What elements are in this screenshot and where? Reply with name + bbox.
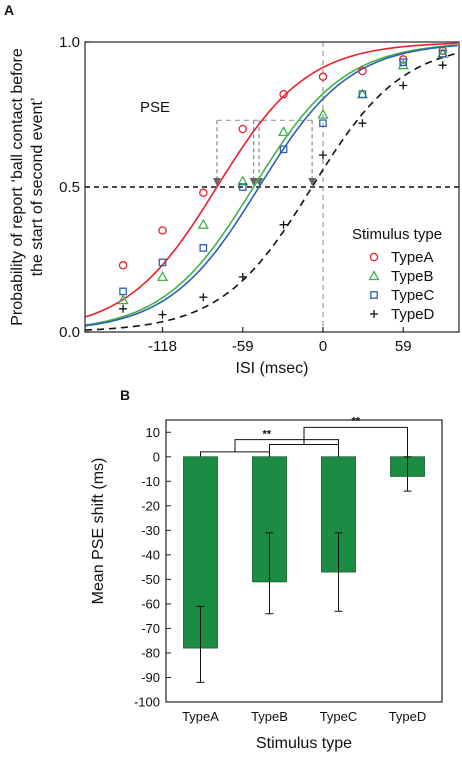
point-typeb-7 (397, 59, 409, 70)
point-typea-4 (279, 89, 288, 99)
x-tick-label-b-typea: TypeA (182, 709, 219, 724)
point-typed-4 (279, 220, 288, 229)
y-tick-label-b-1: 0 (153, 449, 160, 464)
legend-marker-typea (369, 252, 379, 262)
y-tick-label-b-8: -70 (141, 621, 160, 636)
panel-b-x-axis-title: Stimulus type (256, 735, 352, 752)
y-tick-label-b-11: -100 (134, 695, 160, 710)
y-tick-label-b-7: -60 (141, 596, 160, 611)
y-tick-label-b-9: -80 (141, 645, 160, 660)
bracket-main-1 (303, 426, 408, 457)
panel-a-y-axis-title-line1: Probability of report ‘ball contact befo… (9, 48, 26, 326)
y-tick-label-a-1: 0.5 (59, 179, 80, 196)
point-typed-2 (199, 293, 208, 302)
point-typeb-4 (277, 126, 290, 137)
pse-arrowhead-typea (212, 178, 221, 186)
pse-arrowhead-typed (308, 178, 317, 186)
x-tick-label-b-typed: TypeD (389, 709, 427, 724)
panel-b-error-bars (196, 456, 412, 683)
panel-a-pse-annotation (212, 119, 317, 186)
legend-label-typea: TypeA (391, 249, 434, 266)
point-typea-5 (318, 72, 328, 82)
point-typec-2 (199, 244, 208, 252)
x-tick-label-a-3: 59 (395, 338, 412, 355)
x-tick-label-a-1: -59 (232, 338, 254, 355)
x-tick-label-b-typeb: TypeB (251, 709, 288, 724)
fit-curve-typea (84, 42, 458, 318)
x-tick-label-a-0: -118 (148, 338, 177, 355)
point-typed-5 (319, 151, 327, 160)
panel-b-axis-ticks: 10 0 -10 -20 -30 -40 -50 -60 -70 -80 -90 -100 TypeA T… (134, 425, 426, 724)
y-tick-label-b-5: -40 (141, 547, 160, 562)
y-tick-label-b-3: -20 (141, 498, 160, 513)
x-tick-label-a-2: 0 (319, 338, 327, 355)
panel-a-x-axis-title: ISI (msec) (236, 360, 309, 377)
bracket-sub-1 (269, 444, 339, 457)
point-typed-7 (399, 81, 408, 90)
significance-label-0: ** (262, 429, 271, 441)
legend-label-typec: TypeC (391, 287, 435, 304)
significance-label-1: ** (351, 415, 360, 427)
legend-marker-typec (370, 291, 378, 299)
panel-b-bars (183, 456, 425, 649)
y-tick-label-a-0: 0.0 (59, 324, 80, 341)
legend-label-typeb: TypeB (391, 268, 434, 285)
point-typea-2 (199, 188, 208, 198)
point-typea-1 (158, 226, 167, 235)
panel-a-y-axis-title: Probability of report ‘ball contact befo… (9, 48, 46, 326)
panel-b-label: B (120, 387, 130, 403)
bracket-sub-0 (200, 451, 270, 457)
point-typed-6 (358, 119, 367, 128)
y-tick-label-a-2: 1.0 (59, 34, 80, 51)
point-typea-3 (238, 124, 248, 134)
point-typec-8 (438, 49, 447, 58)
panel-a-data-points (117, 46, 449, 319)
panel-a-legend: Stimulus type TypeA TypeB TypeC TypeD (352, 226, 442, 323)
panel-b-y-axis-title: Mean PSE shift (ms) (90, 458, 107, 605)
point-typeb-2 (197, 218, 209, 229)
panel-a-axis-ticks: -118 -59 0 59 0.0 0.5 1.0 (59, 34, 411, 355)
point-typeb-1 (156, 271, 169, 282)
point-typec-3 (238, 183, 247, 191)
bracket-main-0 (234, 439, 339, 457)
y-tick-label-b-4: -30 (141, 523, 160, 538)
panel-a-reference-lines (85, 42, 459, 332)
pse-arrowhead-typeb (249, 178, 258, 186)
panel-a-label: A (4, 2, 14, 18)
legend-marker-typed (370, 310, 378, 318)
point-typec-1 (158, 258, 167, 267)
point-typec-6 (358, 90, 367, 99)
point-typed-1 (158, 310, 167, 319)
legend-title: Stimulus type (352, 226, 442, 243)
point-typeb-3 (237, 175, 249, 186)
pse-arrowhead-typec (255, 178, 264, 186)
point-typeb-5 (317, 108, 329, 119)
point-typec-4 (279, 145, 288, 154)
point-typec-0 (119, 287, 127, 296)
point-typed-3 (238, 272, 247, 281)
x-tick-label-b-typec: TypeC (320, 709, 358, 724)
y-tick-label-b-6: -50 (141, 572, 160, 587)
panel-a-pse-label: PSE (140, 99, 170, 116)
fit-curve-typed (84, 52, 458, 331)
legend-label-typed: TypeD (391, 306, 435, 323)
y-tick-label-b-0: 10 (146, 425, 160, 440)
panel-a-y-axis-title-line2: the start of second event’ (29, 98, 46, 277)
point-typea-0 (118, 261, 128, 270)
panel-b-plot-frame (165, 419, 443, 703)
panel-a-fit-curves (84, 42, 458, 331)
point-typea-6 (358, 66, 367, 76)
point-typec-5 (319, 119, 327, 128)
point-typeb-0 (117, 294, 129, 305)
fit-curve-typeb (84, 44, 458, 326)
y-tick-label-b-2: -10 (141, 474, 160, 489)
point-typed-8 (438, 61, 447, 70)
y-tick-label-b-10: -90 (141, 670, 160, 685)
point-typec-7 (399, 58, 408, 67)
legend-marker-typeb (368, 270, 380, 281)
point-typed-0 (119, 304, 128, 313)
fit-curve-typec (84, 44, 458, 327)
panel-b-significance-brackets: ** ** (200, 415, 408, 457)
